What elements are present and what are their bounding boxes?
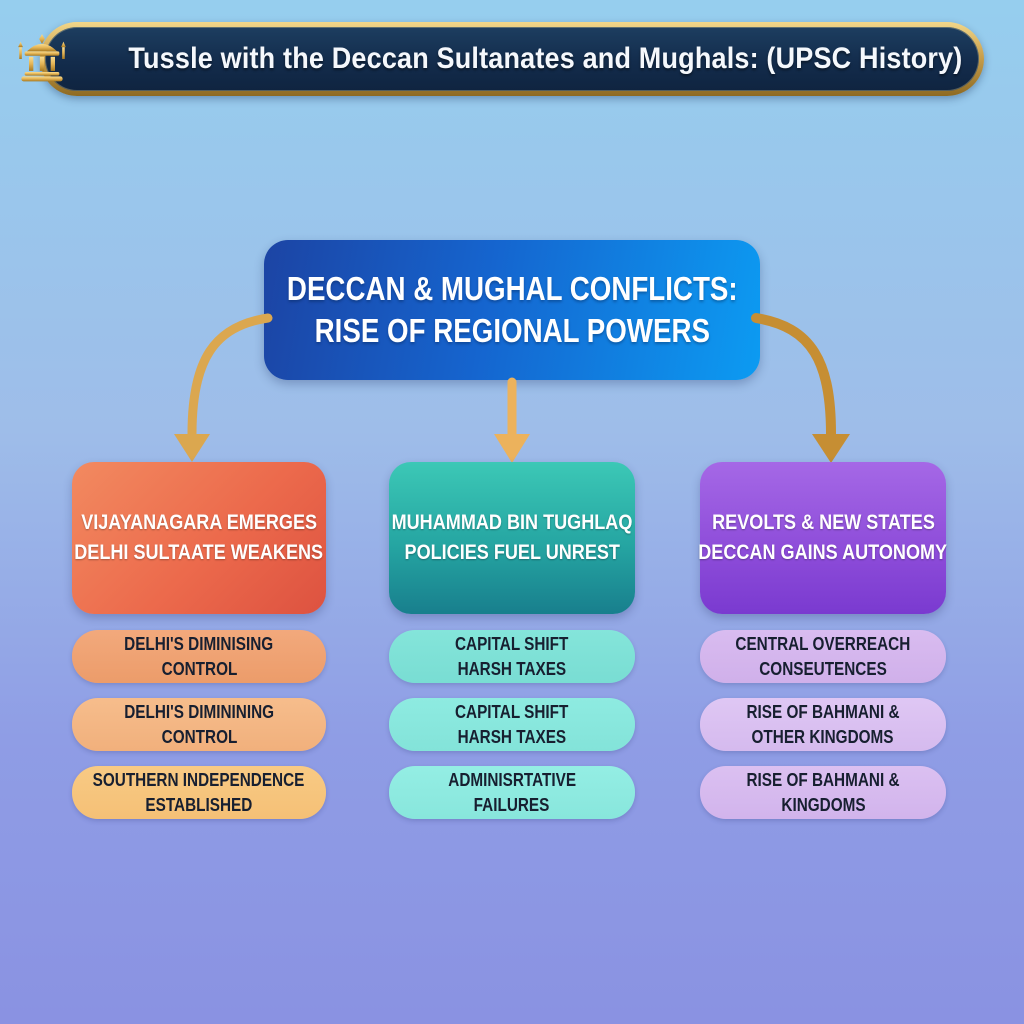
pill-line1: DELHI'S DIMINISING	[124, 634, 274, 655]
pill-line1: SOUTHERN INDEPENDENCE	[93, 770, 305, 791]
pill-line2: HARSH TAXES	[457, 726, 567, 747]
pill-rise-of-bahmani-kingdoms: RISE OF BAHMANI & KINGDOMS	[700, 766, 946, 819]
category-node-vijayanagara: VIJAYANAGARA EMERGES DELHI SULTAATE WEAK…	[72, 462, 326, 614]
pill-adminisrtative-failures: ADMINISRTATIVE FAILURES	[389, 766, 635, 819]
header-banner-inner: Tussle with the Deccan Sultanates and Mu…	[17, 27, 979, 91]
pill-line1: CAPITAL SHIFT	[455, 702, 569, 723]
pill-line1: RISE OF BAHMANI &	[746, 702, 900, 723]
pill-line1: CENTRAL OVERREACH	[735, 634, 911, 655]
pill-rise-of-bahmani-other-kingdoms: RISE OF BAHMANI & OTHER KINGDOMS	[700, 698, 946, 751]
category-line1: REVOLTS & NEW STATES	[711, 511, 935, 535]
arrow-left-curve	[187, 313, 273, 439]
pill-central-overreach: CENTRAL OVERREACH CONSEUTENCES	[700, 630, 946, 683]
pill-line2: CONTROL	[161, 726, 237, 747]
pill-line2: HARSH TAXES	[457, 658, 567, 679]
root-node-line1: DECCAN & MUGHAL CONFLICTS:	[286, 269, 738, 307]
pill-line1: RISE OF BAHMANI &	[746, 770, 900, 791]
category-node-revolts: REVOLTS & NEW STATES DECCAN GAINS AUTONO…	[698, 462, 948, 614]
pill-capital-shift-harsh-taxes-2: CAPITAL SHIFT HARSH TAXES	[389, 698, 635, 751]
category-line1: VIJAYANAGARA EMERGES	[81, 511, 317, 535]
pill-line1: CAPITAL SHIFT	[455, 634, 569, 655]
arrow-right-head	[812, 434, 850, 463]
pill-line2: OTHER KINGDOMS	[752, 726, 894, 747]
pill-line2: CONSEUTENCES	[759, 658, 887, 679]
category-line2: DELHI SULTAATE WEAKENS	[74, 541, 324, 564]
header-banner: Tussle with the Deccan Sultanates and Mu…	[17, 22, 984, 96]
pill-delhis-diminining-control: DELHI'S DIMININING CONTROL	[72, 698, 326, 751]
category-node-tughlaq: MUHAMMAD BIN TUGHLAQ POLICIES FUEL UNRES…	[389, 462, 635, 614]
root-node-deccan-mughal-conflicts: DECCAN & MUGHAL CONFLICTS: RISE OF REGIO…	[264, 240, 760, 380]
temple-pavilion-icon	[17, 34, 66, 82]
pill-line2: CONTROL	[161, 658, 237, 679]
pill-line2: KINGDOMS	[780, 794, 866, 815]
arrow-right-curve	[751, 313, 836, 439]
arrow-center-head	[494, 434, 530, 463]
category-line2: DECCAN GAINS AUTONOMY	[698, 541, 948, 564]
arrow-left-head	[174, 434, 210, 462]
pill-delhis-diminising-control: DELHI'S DIMINISING CONTROL	[72, 630, 326, 683]
category-line2: POLICIES FUEL UNREST	[404, 541, 620, 564]
category-line1: MUHAMMAD BIN TUGHLAQ	[391, 511, 633, 535]
pill-line2: FAILURES	[474, 794, 550, 815]
pill-capital-shift-harsh-taxes-1: CAPITAL SHIFT HARSH TAXES	[389, 630, 635, 683]
pill-southern-independence: SOUTHERN INDEPENDENCE ESTABLISHED	[72, 766, 326, 819]
pill-line1: ADMINISRTATIVE	[448, 770, 576, 791]
pill-line2: ESTABLISHED	[145, 794, 253, 815]
pill-line1: DELHI'S DIMININING	[124, 702, 274, 723]
root-node-line2: RISE OF REGIONAL POWERS	[314, 312, 710, 349]
page-title: Tussle with the Deccan Sultanates and Mu…	[127, 42, 963, 75]
